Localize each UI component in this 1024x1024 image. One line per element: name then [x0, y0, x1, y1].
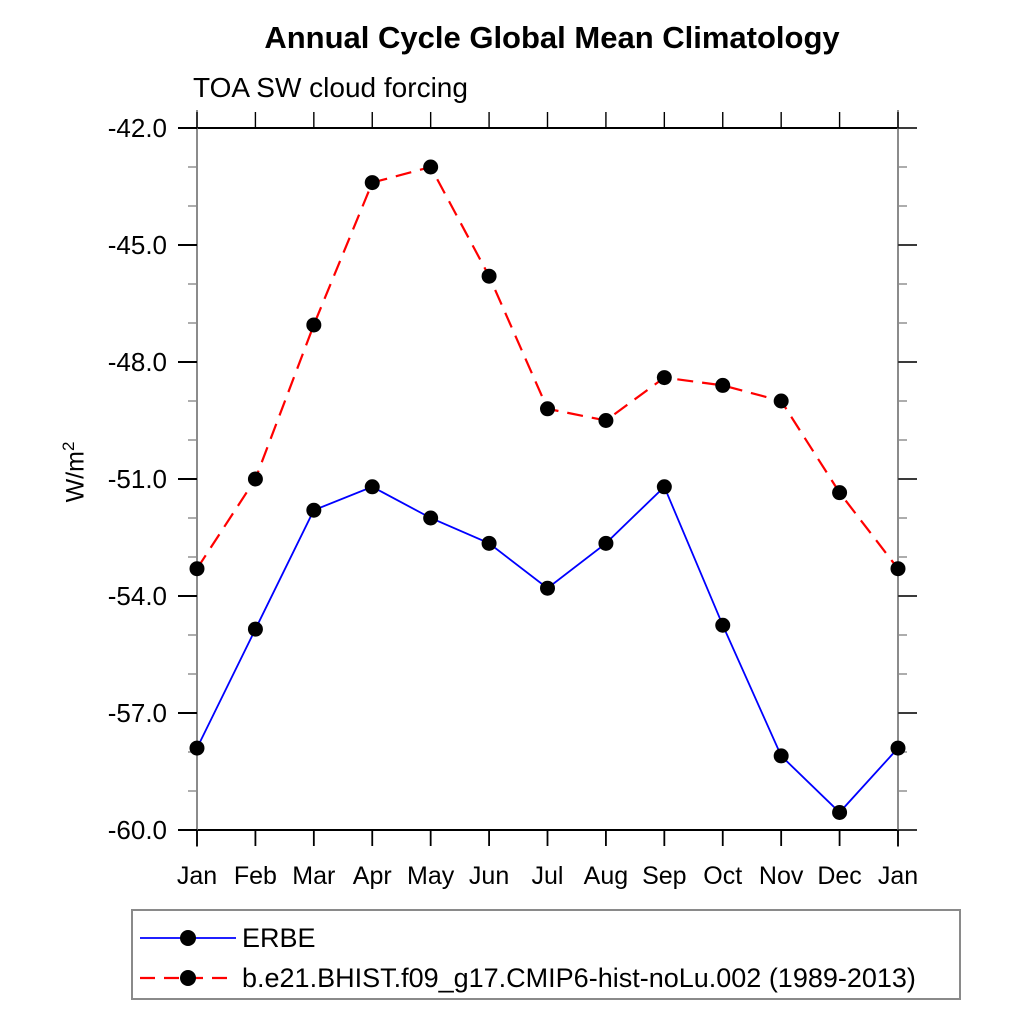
data-point-marker — [890, 740, 906, 756]
legend: ERBE b.e21.BHIST.f09_g17.CMIP6-hist-noLu… — [131, 909, 961, 1000]
y-tick-label: -60.0 — [108, 815, 167, 845]
x-tick-label: Apr — [353, 862, 392, 890]
x-tick-label: Aug — [584, 862, 628, 890]
data-point-marker — [540, 401, 555, 417]
data-point-marker — [189, 561, 205, 577]
legend-entry-erbe: ERBE — [133, 923, 316, 953]
data-point-marker — [656, 479, 672, 495]
data-point-marker — [247, 471, 263, 487]
y-tick-label: -57.0 — [108, 698, 167, 728]
data-point-marker — [481, 535, 497, 551]
data-point-marker — [481, 268, 497, 284]
data-point-marker — [832, 485, 848, 501]
data-point-marker — [364, 175, 380, 191]
data-point-marker — [306, 317, 322, 333]
y-tick-label: -45.0 — [108, 230, 167, 260]
data-point-marker — [715, 377, 731, 393]
y-tick-label: -42.0 — [108, 113, 167, 143]
legend-label-model: b.e21.BHIST.f09_g17.CMIP6-hist-noLu.002 … — [242, 963, 916, 993]
model-line-sample-icon — [140, 970, 236, 986]
chart-subtitle: TOA SW cloud forcing — [193, 72, 468, 103]
legend-label-erbe: ERBE — [242, 923, 316, 953]
data-point-marker — [364, 479, 380, 495]
model-line — [196, 165, 899, 570]
erbe-markers — [189, 479, 906, 820]
x-tick-label: Jun — [469, 862, 509, 890]
y-tick-label: -54.0 — [108, 581, 167, 611]
x-axis-tick-labels: Jan Feb Mar Apr May Jun Jul Aug Sep Oct Nov Dec Jan — [177, 862, 918, 890]
data-point-marker — [773, 748, 789, 764]
data-point-marker — [832, 804, 848, 820]
data-point-marker — [423, 159, 439, 175]
data-point-marker — [423, 510, 439, 526]
data-point-marker — [890, 561, 906, 577]
x-tick-label: Mar — [292, 862, 335, 890]
x-tick-label: Jan — [878, 862, 918, 890]
data-point-marker — [598, 413, 614, 428]
y-axis-tick-labels: -42.0 -45.0 -48.0 -51.0 -54.0 -57.0 -60.0 — [108, 113, 167, 845]
erbe-line — [196, 485, 899, 814]
data-point-marker — [247, 621, 263, 637]
data-point-marker — [656, 370, 672, 386]
y-tick-label: -48.0 — [108, 347, 167, 377]
x-axis-ticks — [196, 112, 899, 846]
data-point-marker — [189, 740, 205, 756]
model-markers — [189, 159, 906, 577]
data-point-marker — [306, 502, 322, 518]
y-tick-label: -51.0 — [108, 464, 167, 494]
x-tick-label: Nov — [759, 862, 804, 890]
data-point-marker — [598, 535, 614, 551]
legend-entry-model: b.e21.BHIST.f09_g17.CMIP6-hist-noLu.002 … — [133, 963, 916, 993]
x-tick-label: Feb — [234, 862, 277, 890]
x-tick-label: Jan — [177, 862, 217, 890]
x-tick-label: Jul — [532, 862, 564, 890]
chart-title: Annual Cycle Global Mean Climatology — [264, 20, 840, 55]
x-tick-label: Sep — [642, 862, 686, 890]
data-point-marker — [540, 580, 555, 596]
y-axis-ticks — [178, 127, 917, 831]
erbe-line-sample-icon — [140, 930, 236, 946]
axis-frame — [180, 110, 916, 847]
x-tick-label: May — [407, 862, 455, 890]
x-tick-label: Dec — [817, 862, 861, 890]
data-point-marker — [773, 393, 789, 409]
data-point-marker — [715, 617, 731, 633]
x-tick-label: Oct — [703, 862, 742, 890]
